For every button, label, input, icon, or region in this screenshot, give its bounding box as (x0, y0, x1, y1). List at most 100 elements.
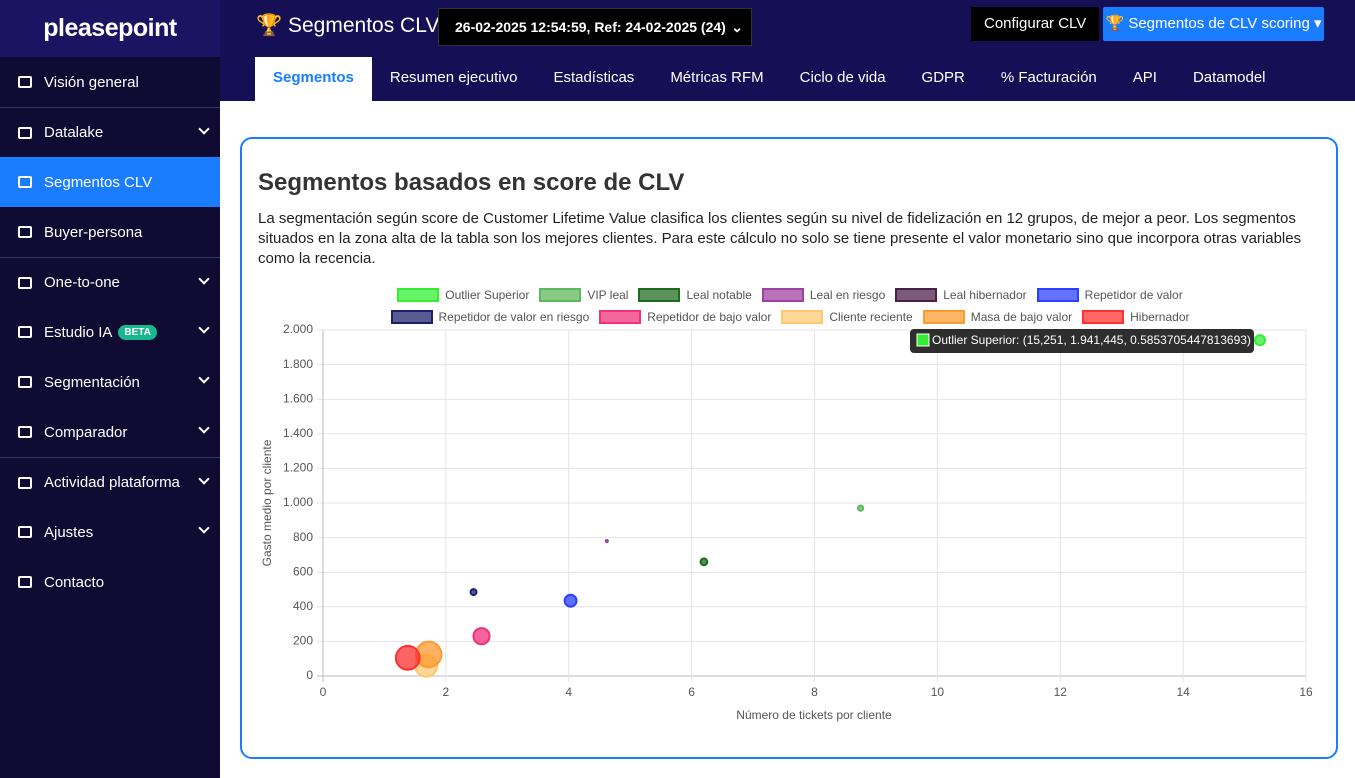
y-tick-label: 1.200 (283, 461, 313, 475)
date-select[interactable]: 26-02-2025 12:54:59, Ref: 24-02-2025 (24… (438, 8, 752, 46)
scoring-button[interactable]: 🏆 Segmentos de CLV scoring ▾ (1103, 7, 1324, 41)
menu-label: Datalake (44, 124, 104, 141)
menu-label: Buyer-persona (44, 223, 143, 241)
chevron (198, 422, 210, 434)
menu-item[interactable]: Estudio IA BETA (0, 307, 220, 357)
menu-item[interactable]: Buyer-persona (0, 207, 220, 257)
legend-item[interactable]: Leal en riesgo (761, 284, 885, 306)
x-tick-label: 12 (1054, 685, 1068, 699)
legend-item[interactable]: Masa de bajo valor (922, 306, 1073, 328)
y-tick-label: 200 (293, 634, 313, 648)
tooltip-swatch (916, 333, 930, 347)
menu-icon (18, 476, 32, 489)
menu-item[interactable]: Segmentación (0, 357, 220, 407)
legend-item[interactable]: Repetidor de valor en riesgo (390, 306, 589, 328)
menu-label: Estudio IA (44, 323, 113, 341)
menu-icon (18, 526, 32, 538)
tab[interactable]: GDPR (921, 69, 965, 86)
bubble (604, 539, 609, 544)
legend-label: Outlier Superior (445, 288, 530, 302)
menu-item[interactable]: One-to-one (0, 257, 220, 307)
legend-item[interactable]: Cliente reciente (781, 306, 913, 328)
bubble (857, 504, 865, 512)
bubble (1254, 334, 1266, 347)
bubble (563, 593, 578, 608)
legend-item[interactable]: Outlier Superior (397, 284, 529, 306)
menu-item[interactable]: Visión general (0, 57, 220, 107)
menu: Visión general Datalake Segmentos CLV Buyer… (0, 57, 220, 607)
menu-item[interactable]: Comparador (0, 407, 220, 457)
legend: Outlier Superior VIP leal Leal notable Leal… (250, 284, 1330, 328)
configure-button[interactable]: Configurar CLV (971, 7, 1100, 41)
legend-label: Leal hibernador (943, 288, 1027, 302)
chevron (198, 123, 210, 135)
tab[interactable]: API (1132, 69, 1157, 86)
x-tick-label: 0 (320, 685, 327, 699)
legend-label: Repetidor de valor (1084, 288, 1183, 302)
scoring-text: Segmentos de CLV scoring (1128, 15, 1310, 32)
legend-swatch (397, 288, 440, 302)
menu-label: Contacto (44, 573, 105, 591)
x-tick-label: 10 (931, 685, 945, 699)
legend-swatch (1036, 288, 1079, 302)
select-text: 26-02-2025 12:54:59, Ref: 24-02-2025 (24… (455, 19, 726, 35)
chevron (198, 372, 210, 384)
tabs: Segmentos Resumen ejecutivo Estadísticas Mé… (255, 57, 1284, 101)
chevron (198, 322, 210, 334)
legend-item[interactable]: VIP leal (539, 284, 628, 306)
bubble (394, 644, 421, 671)
y-tick-label: 400 (293, 599, 313, 613)
tab[interactable]: Estadísticas (553, 69, 635, 86)
tab[interactable]: Resumen ejecutivo (389, 69, 518, 86)
tab[interactable]: Datamodel (1192, 69, 1266, 86)
legend-swatch (781, 310, 824, 324)
x-tick-label: 4 (565, 685, 572, 699)
top-bar: 🏆 Segmentos CLV 26-02-2025 12:54:59, Ref… (220, 0, 1355, 101)
menu-label: Segmentos CLV (44, 173, 153, 191)
tab[interactable]: Ciclo de vida (799, 69, 886, 86)
y-axis-title: Gasto medio por cliente (260, 439, 274, 566)
menu-label: One-to-one (44, 274, 120, 291)
legend-swatch (390, 310, 433, 324)
title-text: Segmentos CLV (287, 14, 440, 37)
chevron (198, 522, 210, 534)
x-tick-label: 6 (688, 685, 695, 699)
y-tick-label: 1.400 (283, 426, 313, 440)
menu-item[interactable]: Ajustes (0, 507, 220, 557)
legend-label: Masa de bajo valor (970, 310, 1073, 324)
menu-item[interactable]: Segmentos CLV (0, 157, 220, 207)
menu-icon (18, 326, 32, 338)
tab[interactable]: % Facturación (1000, 69, 1097, 86)
legend-label: Cliente reciente (829, 310, 913, 324)
legend-item[interactable]: Leal notable (638, 284, 752, 306)
menu-item[interactable]: Actividad plataforma (0, 457, 220, 507)
card: Segmentos basados en score de CLV La seg… (240, 137, 1338, 759)
y-tick-label: 800 (293, 530, 313, 544)
x-tick-label: 8 (811, 685, 818, 699)
menu-label: Comparador (44, 423, 128, 441)
y-tick-label: 600 (293, 564, 313, 578)
tooltip-text: Outlier Superior: (15,251, 1.941,445, 0.… (932, 333, 1251, 347)
y-tick-label: 1.800 (283, 357, 313, 371)
legend-item[interactable]: Repetidor de bajo valor (599, 306, 771, 328)
logo[interactable]: pleasepoint (0, 0, 220, 57)
legend-item[interactable]: Hibernador (1082, 306, 1190, 328)
menu-item[interactable]: Contacto (0, 557, 220, 607)
legend-label: Repetidor de bajo valor (647, 310, 772, 324)
page-title: 🏆 Segmentos CLV (256, 14, 440, 37)
legend-item[interactable]: Repetidor de valor (1036, 284, 1183, 306)
legend-swatch (638, 288, 681, 302)
menu-icon (18, 176, 32, 188)
tab[interactable]: Segmentos (255, 57, 372, 101)
menu-icon (18, 376, 32, 388)
menu-icon (18, 226, 32, 238)
menu-label: Visión general (44, 73, 139, 91)
menu-item[interactable]: Datalake (0, 107, 220, 157)
card-description: La segmentación según score de Customer … (258, 210, 1302, 267)
menu-icon (18, 76, 32, 88)
menu-icon (18, 426, 32, 438)
y-tick-label: 0 (306, 668, 313, 682)
legend-item[interactable]: Leal hibernador (895, 284, 1027, 306)
tab[interactable]: Métricas RFM (670, 69, 764, 86)
